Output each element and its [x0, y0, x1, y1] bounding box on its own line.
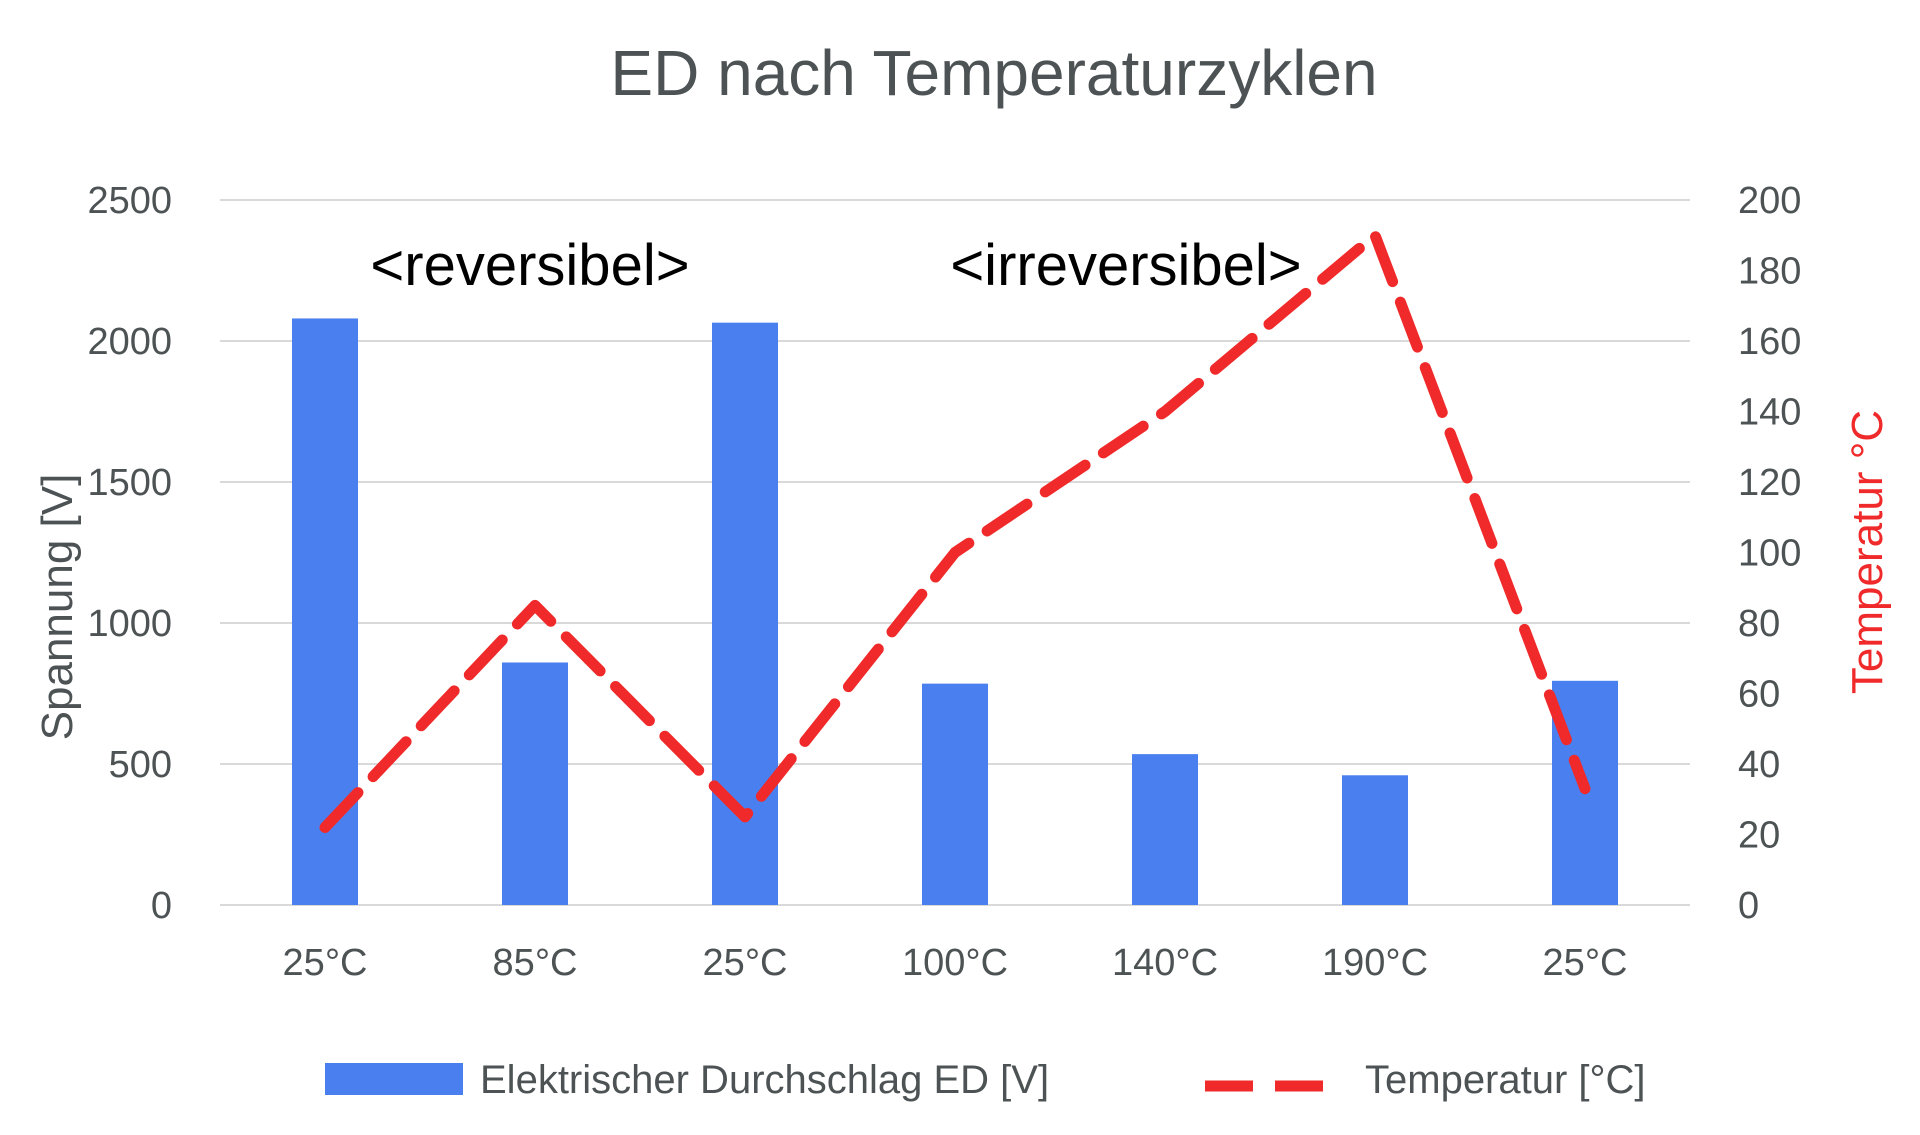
left-tick-label: 2000 [87, 321, 172, 363]
left-tick-label: 500 [109, 744, 172, 786]
left-tick-label: 0 [151, 885, 172, 927]
bar-series [292, 318, 1618, 905]
right-tick-label: 100 [1738, 533, 1801, 575]
left-tick-label: 2500 [87, 180, 172, 222]
legend: Elektrischer Durchschlag ED [V] Temperat… [325, 1058, 1646, 1102]
chart-title: ED nach Temperaturzyklen [610, 37, 1377, 109]
bar [1132, 754, 1198, 905]
gridlines [220, 199, 1690, 906]
right-axis-ticks: 0 20 40 60 80 100 120 140 160 180 200 [1738, 180, 1801, 927]
temperature-line [319, 229, 1591, 833]
x-tick-label: 100°C [902, 942, 1008, 984]
x-axis-ticks: 25°C 85°C 25°C 100°C 140°C 190°C 25°C [283, 942, 1628, 984]
right-tick-label: 0 [1738, 885, 1759, 927]
right-tick-label: 160 [1738, 321, 1801, 363]
right-tick-label: 120 [1738, 462, 1801, 504]
left-axis-label: Spannung [V] [33, 474, 82, 741]
bar [922, 683, 988, 905]
left-axis-ticks: 0 500 1000 1500 2000 2500 [87, 180, 172, 927]
left-tick-label: 1500 [87, 462, 172, 504]
bar [292, 318, 358, 905]
right-tick-label: 140 [1738, 392, 1801, 434]
bar [1342, 775, 1408, 905]
right-axis-label: Temperatur °C [1843, 410, 1892, 694]
right-tick-label: 80 [1738, 603, 1780, 645]
left-tick-label: 1000 [87, 603, 172, 645]
annotation-irreversibel: <irreversibel> [950, 233, 1301, 298]
x-tick-label: 85°C [493, 942, 578, 984]
temperature-line-series [319, 229, 1591, 833]
right-tick-label: 180 [1738, 251, 1801, 293]
x-tick-label: 25°C [283, 942, 368, 984]
legend-bar-label: Elektrischer Durchschlag ED [V] [480, 1058, 1049, 1102]
x-tick-label: 25°C [1543, 942, 1628, 984]
annotation-reversibel: <reversibel> [370, 233, 689, 298]
bar [712, 322, 778, 905]
right-tick-label: 20 [1738, 815, 1780, 857]
right-tick-label: 60 [1738, 674, 1780, 716]
right-tick-label: 40 [1738, 744, 1780, 786]
x-tick-label: 25°C [703, 942, 788, 984]
legend-line-label: Temperatur [°C] [1365, 1058, 1646, 1102]
x-tick-label: 190°C [1322, 942, 1428, 984]
bar [502, 662, 568, 905]
legend-bar-swatch [325, 1063, 463, 1095]
x-tick-label: 140°C [1112, 942, 1218, 984]
right-tick-label: 200 [1738, 180, 1801, 222]
